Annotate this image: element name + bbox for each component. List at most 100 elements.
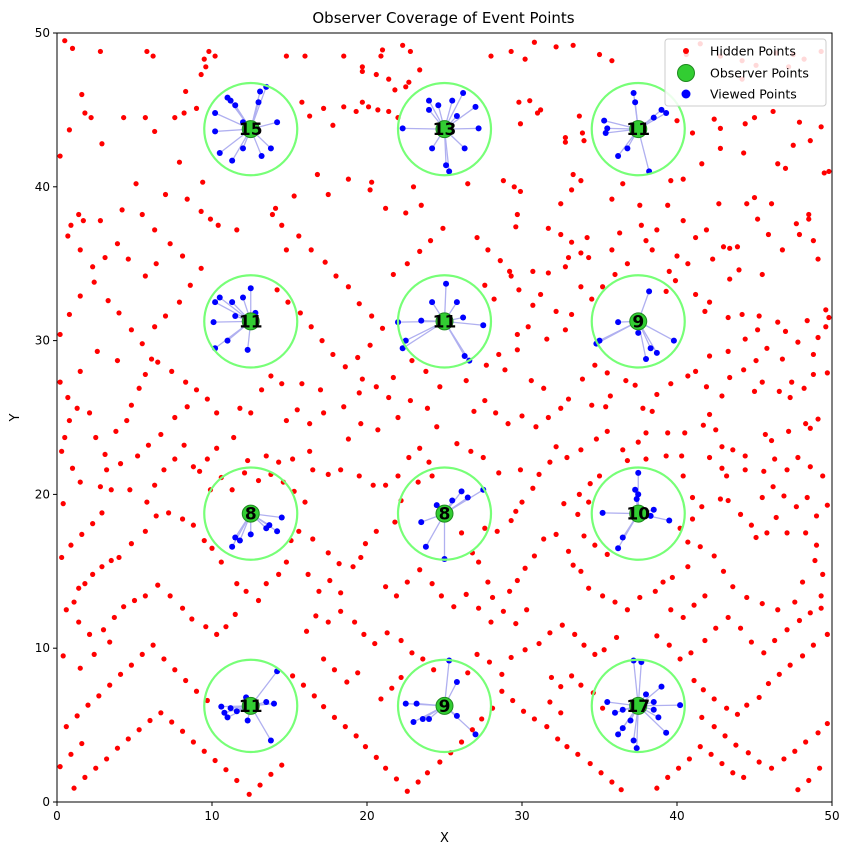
hidden-point (525, 324, 531, 330)
hidden-point (689, 516, 696, 522)
hidden-point (751, 388, 758, 394)
viewed-point (271, 700, 277, 707)
hidden-point (756, 694, 762, 701)
hidden-point (107, 682, 113, 688)
hidden-point (207, 216, 214, 222)
hidden-point (713, 625, 719, 631)
plot-area (57, 33, 832, 802)
x-tick-label: 40 (669, 809, 684, 823)
hidden-point (57, 153, 63, 159)
hidden-point (167, 241, 173, 247)
hidden-point (169, 719, 175, 725)
hidden-point (152, 128, 158, 135)
hidden-point (91, 651, 97, 657)
hidden-point (776, 671, 782, 677)
hidden-point (214, 410, 220, 416)
hidden-point (389, 685, 395, 691)
viewed-point (453, 679, 460, 686)
hidden-point (359, 376, 365, 382)
hidden-point (756, 759, 762, 765)
hidden-point (748, 639, 755, 645)
hidden-point (665, 202, 671, 208)
hidden-point (355, 354, 361, 361)
hidden-point (474, 234, 480, 241)
viewed-point (443, 280, 450, 287)
hidden-point (569, 187, 575, 193)
hidden-point (272, 205, 279, 211)
viewed-point (643, 356, 649, 363)
hidden-point (575, 751, 581, 757)
hidden-point (700, 687, 706, 693)
observer-point (241, 696, 260, 715)
y-tick-label: 0 (42, 795, 50, 809)
hidden-point (302, 53, 308, 59)
viewed-point (426, 106, 432, 113)
hidden-point (438, 593, 444, 599)
hidden-point (751, 114, 758, 121)
coverage-circle (203, 466, 299, 561)
hidden-point (635, 439, 641, 445)
hidden-point (491, 296, 497, 302)
hidden-point (720, 568, 727, 574)
viewed-point (258, 153, 265, 160)
hidden-point (547, 630, 553, 636)
hidden-point (94, 348, 100, 354)
hidden-point (824, 370, 830, 376)
hidden-point (558, 231, 564, 238)
hidden-point (545, 270, 551, 276)
hidden-point (792, 599, 798, 605)
hidden-point (741, 367, 747, 373)
x-tick-label: 0 (53, 809, 61, 823)
hidden-point (531, 553, 538, 559)
hidden-point (620, 181, 626, 187)
hidden-point (496, 351, 502, 358)
viewed-point (446, 168, 453, 175)
hidden-point (711, 696, 717, 702)
hidden-point (99, 141, 105, 147)
hidden-point (362, 744, 369, 750)
hidden-point (327, 577, 333, 584)
hidden-point (538, 291, 544, 298)
hidden-point (62, 38, 68, 44)
hidden-point (362, 541, 369, 547)
coverage-circle (396, 658, 493, 754)
hidden-point (569, 311, 575, 318)
hidden-point (607, 393, 613, 399)
hidden-point (685, 564, 691, 570)
hidden-point (59, 554, 65, 561)
hidden-point (77, 247, 83, 253)
viewed-point (612, 709, 618, 716)
hidden-point (82, 110, 88, 116)
hidden-point (493, 410, 499, 416)
hidden-point (325, 550, 331, 556)
hidden-point (559, 622, 565, 628)
hidden-point (548, 674, 555, 681)
hidden-point (172, 414, 178, 421)
hidden-point (703, 384, 710, 390)
hidden-point (612, 599, 618, 605)
hidden-point (815, 334, 821, 341)
hidden-point (508, 517, 514, 524)
hidden-point (489, 594, 496, 601)
hidden-point (345, 176, 351, 182)
hidden-point (578, 568, 584, 574)
observer-count-label: 8 (245, 505, 257, 525)
hidden-point (321, 656, 327, 662)
hidden-point (257, 782, 263, 788)
hidden-point (63, 724, 69, 730)
viewed-point (410, 719, 417, 726)
hidden-point (773, 514, 779, 521)
hidden-point (545, 414, 551, 421)
hidden-point (104, 467, 110, 473)
hidden-point (649, 247, 655, 253)
hidden-point (259, 387, 265, 393)
hidden-point (80, 218, 86, 224)
viewed-point (472, 103, 479, 110)
hidden-point (212, 53, 218, 59)
hidden-point (553, 444, 559, 450)
hidden-point (234, 777, 240, 784)
observer-point (629, 120, 648, 139)
hidden-point (516, 287, 522, 293)
hidden-point (358, 421, 364, 427)
viewed-point (453, 299, 460, 306)
